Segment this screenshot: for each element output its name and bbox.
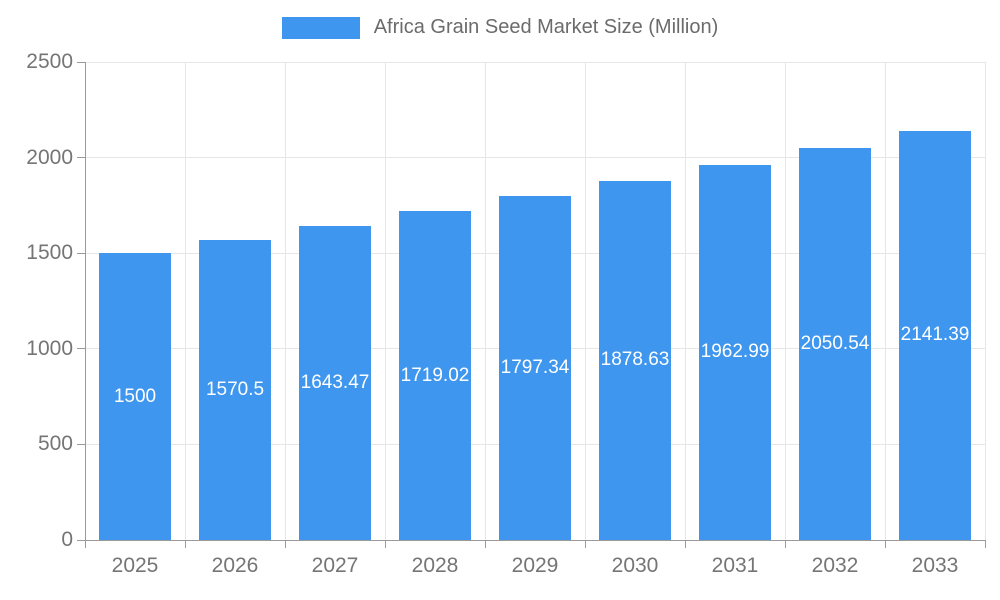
y-axis-tick-label: 2500: [26, 50, 73, 73]
bar: [199, 239, 271, 540]
gridline-vertical: [484, 62, 486, 540]
x-axis-tick-label: 2027: [311, 554, 359, 577]
x-axis-tick-label: 2031: [711, 554, 759, 577]
gridline-vertical: [284, 62, 286, 540]
x-axis-tick: [284, 540, 286, 548]
bar: [499, 196, 571, 540]
bar: [99, 253, 171, 540]
bar-value-label: 1797.34: [500, 357, 570, 379]
y-axis-tick: [77, 539, 85, 541]
y-axis-tick: [77, 443, 85, 445]
x-axis-tick-label: 2032: [811, 554, 859, 577]
x-axis-tick-label: 2026: [211, 554, 259, 577]
gridline-vertical: [884, 62, 886, 540]
x-axis-tick: [384, 540, 386, 548]
bar: [599, 180, 671, 540]
y-axis-tick-label: 2000: [26, 145, 73, 169]
bar-value-label: 2050.54: [800, 332, 870, 354]
y-axis-tick-label: 1000: [26, 336, 73, 360]
x-axis-tick: [784, 540, 786, 548]
x-axis-tick: [984, 540, 986, 548]
x-axis-line: [85, 539, 985, 541]
bar: [399, 211, 471, 540]
bar: [899, 130, 971, 540]
bar-value-label: 1643.47: [300, 371, 370, 393]
x-axis-tick: [484, 540, 486, 548]
y-axis-tick: [77, 252, 85, 254]
x-axis-tick-label: 2025: [111, 554, 159, 577]
x-axis-tick-label: 2030: [611, 554, 659, 577]
bar-value-label: 1500: [113, 385, 157, 407]
y-axis-tick: [77, 157, 85, 159]
gridline-vertical: [584, 62, 586, 540]
x-axis-tick: [584, 540, 586, 548]
bar-value-label: 1570.5: [205, 378, 265, 400]
bar-value-label: 1878.63: [600, 349, 670, 371]
x-axis-tick: [84, 540, 86, 548]
y-axis-tick: [77, 348, 85, 350]
bar: [299, 225, 371, 540]
gridline-vertical: [984, 62, 986, 540]
gridline-horizontal: [85, 157, 985, 159]
gridline-vertical: [384, 62, 386, 540]
y-axis-line: [84, 62, 86, 540]
gridline-vertical: [684, 62, 686, 540]
y-axis-tick-label: 500: [37, 432, 73, 456]
chart-title: Africa Grain Seed Market Size (Million): [373, 16, 719, 38]
legend-swatch: [281, 16, 360, 39]
gridline-vertical: [784, 62, 786, 540]
gridline-horizontal: [85, 61, 985, 63]
y-axis-tick-label: 0: [61, 528, 73, 551]
x-axis-tick: [184, 540, 186, 548]
gridline-vertical: [184, 62, 186, 540]
bar-value-label: 2141.39: [900, 324, 970, 346]
y-axis-tick-label: 1500: [26, 241, 73, 265]
bar-value-label: 1719.02: [400, 364, 470, 386]
x-axis-tick: [884, 540, 886, 548]
x-axis-tick-label: 2033: [911, 554, 959, 577]
chart-legend: Africa Grain Seed Market Size (Million): [0, 16, 1000, 39]
x-axis-tick: [684, 540, 686, 548]
bar: [699, 164, 771, 540]
y-axis-tick: [77, 61, 85, 63]
x-axis-tick-label: 2028: [411, 554, 459, 577]
x-axis-tick-label: 2029: [511, 554, 559, 577]
bar: [799, 147, 871, 540]
bar-value-label: 1962.99: [700, 341, 770, 363]
